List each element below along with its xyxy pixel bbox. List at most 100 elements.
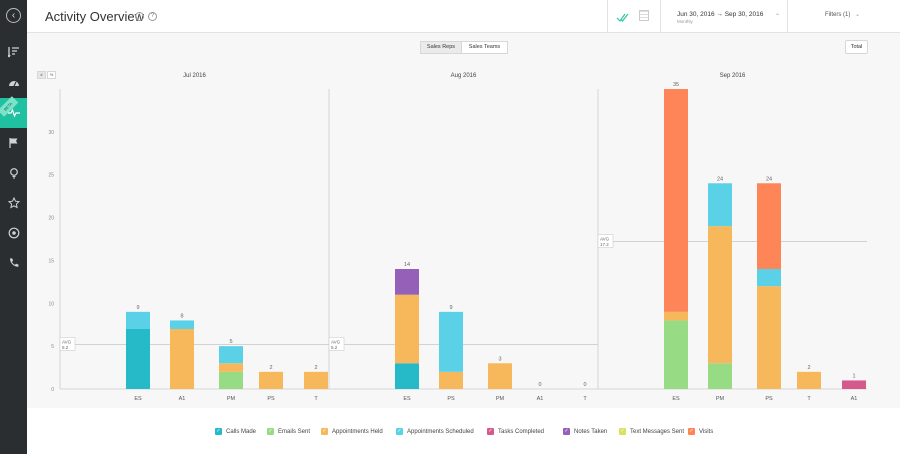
chart-panel: Sales Reps Sales Teams Total # % 0 5 10 15 2…: [27, 33, 900, 408]
header-divider: [660, 0, 661, 33]
bar-segment: [439, 311, 463, 372]
flag-icon[interactable]: [0, 128, 27, 158]
bar-total-label: 2: [269, 365, 272, 371]
bar-segment: [708, 226, 732, 364]
bar-segment: [259, 371, 283, 389]
avg-value: 5.2: [331, 345, 338, 350]
y-tick-label: 0: [51, 387, 54, 393]
page-header: Activity Overview i ? Jun 30, 2016 → Sep…: [27, 0, 900, 33]
bar-total-label: 8: [180, 313, 183, 319]
bar-segment: [395, 294, 419, 364]
help-icon[interactable]: ?: [148, 12, 157, 21]
y-tick-label: 25: [48, 173, 54, 179]
bar-total-label: 5: [229, 339, 232, 345]
star-icon[interactable]: [0, 188, 27, 218]
y-tick-label: 20: [48, 216, 54, 222]
toggle-number[interactable]: #: [37, 71, 46, 79]
bar-segment: [219, 371, 243, 389]
chevron-down-icon[interactable]: ⌄: [775, 11, 781, 17]
back-icon[interactable]: ‹: [6, 8, 21, 23]
bar-segment: [664, 311, 688, 321]
legend-item[interactable]: ✓ Appointments Scheduled: [396, 428, 474, 435]
lightbulb-icon[interactable]: [0, 158, 27, 188]
x-tick-label: PS: [267, 396, 275, 402]
info-icon[interactable]: i: [135, 12, 144, 21]
bar-total-label: 35: [673, 82, 679, 88]
legend-label: Notes Taken: [574, 428, 608, 435]
phone-icon[interactable]: [0, 248, 27, 278]
x-tick-label: PM: [496, 396, 505, 402]
bar-segment: [708, 363, 732, 389]
bar-segment: [664, 89, 688, 312]
bar-segment: [797, 371, 821, 389]
tab-sales-teams[interactable]: Sales Teams: [461, 41, 508, 54]
checkbox-icon[interactable]: ✓: [396, 428, 403, 435]
checkbox-icon[interactable]: ✓: [688, 428, 695, 435]
bar-segment: [488, 363, 512, 389]
legend-item[interactable]: ✓ Calls Made: [215, 428, 256, 435]
x-tick-label: T: [807, 396, 811, 402]
avg-badge: [59, 337, 76, 351]
bar-segment: [395, 363, 419, 389]
checkbox-icon[interactable]: ✓: [619, 428, 626, 435]
total-button[interactable]: Total: [845, 40, 868, 54]
legend-label: Emails Sent: [278, 428, 311, 435]
x-tick-label: A1: [179, 396, 186, 402]
target-icon[interactable]: [0, 218, 27, 248]
avg-value: 17.2: [600, 242, 609, 247]
chart-legend: ✓ Calls Made ✓ Emails Sent ✓ Appointments Hel…: [27, 428, 900, 448]
checkbox-icon[interactable]: ✓: [563, 428, 570, 435]
x-tick-label: T: [314, 396, 318, 402]
x-tick-label: PS: [447, 396, 455, 402]
legend-label: Appointments Held: [332, 428, 383, 435]
legend-item[interactable]: ✓ Appointments Held: [321, 428, 383, 435]
bar-segment: [395, 269, 419, 295]
grid-view-icon[interactable]: [639, 10, 649, 21]
bar-total-label: 2: [314, 365, 317, 371]
x-tick-label: ES: [672, 396, 680, 402]
y-tick-label: 5: [51, 344, 54, 350]
filters-button[interactable]: Filters (1): [825, 12, 851, 18]
legend-item[interactable]: ✓ Visits: [688, 428, 713, 435]
bar-segment: [126, 329, 150, 389]
sort-list-icon[interactable]: [0, 37, 27, 67]
bar-total-label: 0: [538, 382, 541, 388]
speedometer-icon[interactable]: [0, 68, 27, 98]
tab-sales-reps[interactable]: Sales Reps: [420, 41, 462, 54]
y-tick-label: 15: [48, 258, 54, 264]
bar-segment: [170, 320, 194, 329]
legend-item[interactable]: ✓ Emails Sent: [267, 428, 310, 435]
x-tick-label: ES: [403, 396, 411, 402]
legend-label: Appointments Scheduled: [407, 428, 474, 435]
bar-segment: [126, 311, 150, 329]
chevron-down-icon[interactable]: ⌄: [855, 12, 861, 18]
bar-segment: [664, 320, 688, 389]
y-tick-label: 10: [48, 301, 54, 307]
bar-segment: [304, 371, 328, 389]
checkbox-icon[interactable]: ✓: [321, 428, 328, 435]
legend-label: Text Messages Sent: [630, 428, 685, 435]
legend-label: Tasks Completed: [498, 428, 545, 435]
bar-segment: [219, 346, 243, 364]
bar-total-label: 1: [852, 373, 855, 379]
date-range-label[interactable]: Jun 30, 2016 → Sep 30, 2016: [677, 11, 764, 18]
x-tick-label: PM: [227, 396, 236, 402]
trend-check-icon[interactable]: [616, 10, 630, 22]
checkbox-icon[interactable]: ✓: [215, 428, 222, 435]
legend-item[interactable]: ✓ Text Messages Sent: [619, 428, 684, 435]
avg-value: 5.2: [62, 345, 69, 350]
bar-segment: [219, 363, 243, 372]
bar-segment: [757, 286, 781, 389]
header-divider: [787, 0, 788, 33]
avg-label: AVG: [62, 339, 72, 344]
legend-label: Visits: [699, 428, 714, 435]
toggle-percent[interactable]: %: [47, 71, 56, 79]
checkbox-icon[interactable]: ✓: [267, 428, 274, 435]
legend-item[interactable]: ✓ Notes Taken: [563, 428, 607, 435]
avg-badge: [328, 337, 345, 351]
bar-total-label: 24: [717, 176, 723, 182]
date-granularity-label: Monthly: [677, 19, 693, 24]
legend-item[interactable]: ✓ Tasks Completed: [487, 428, 544, 435]
bar-segment: [170, 329, 194, 389]
checkbox-icon[interactable]: ✓: [487, 428, 494, 435]
